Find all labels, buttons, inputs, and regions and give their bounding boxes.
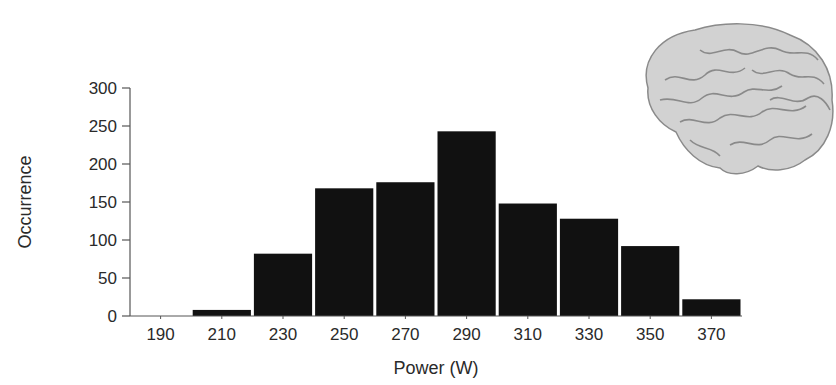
- x-tick: [221, 316, 222, 319]
- brain-fold: [680, 106, 806, 123]
- bar: [499, 204, 557, 316]
- y-tick-label: 50: [98, 269, 117, 288]
- x-tick-label: 210: [208, 325, 236, 344]
- brain-fold: [770, 96, 830, 110]
- bar: [254, 254, 312, 316]
- y-axis-title: Occurrence: [15, 155, 35, 248]
- brain-fold: [752, 70, 824, 84]
- y-tick: [122, 315, 130, 316]
- x-tick-label: 190: [146, 325, 174, 344]
- x-tick-label: 370: [697, 325, 725, 344]
- y-tick-label: 150: [89, 193, 117, 212]
- x-axis-title: Power (W): [394, 358, 479, 378]
- x-tick: [405, 316, 406, 319]
- y-tick-label: 200: [89, 155, 117, 174]
- y-tick: [122, 277, 130, 278]
- brain-fold: [690, 140, 720, 156]
- x-tick: [711, 316, 712, 319]
- x-tick: [283, 316, 284, 319]
- x-tick: [344, 316, 345, 319]
- bar: [315, 188, 373, 316]
- bar: [682, 299, 740, 316]
- x-tick-label: 270: [391, 325, 419, 344]
- y-tick: [122, 239, 130, 240]
- y-tick-label: 0: [108, 307, 117, 326]
- bar: [376, 182, 434, 316]
- x-tick-label: 230: [269, 325, 297, 344]
- y-tick: [122, 87, 130, 88]
- x-tick: [650, 316, 651, 319]
- x-tick-label: 350: [636, 325, 664, 344]
- x-tick-label: 250: [330, 325, 358, 344]
- y-tick: [122, 125, 130, 126]
- x-tick-label: 330: [575, 325, 603, 344]
- brain-fold: [665, 68, 745, 80]
- y-tick-label: 250: [89, 117, 117, 136]
- brain-icon: [646, 24, 833, 174]
- bar: [560, 219, 618, 316]
- brain-outline: [646, 24, 833, 174]
- y-tick-label: 300: [89, 79, 117, 98]
- x-tick: [466, 316, 467, 319]
- bar: [621, 246, 679, 316]
- y-tick: [122, 163, 130, 164]
- x-tick: [589, 316, 590, 319]
- chart: 0 50 100 150 200 250 300 190 210 230 250 270 290 310 3…: [0, 0, 836, 385]
- x-tick: [527, 316, 528, 319]
- bar: [193, 310, 251, 316]
- brain-fold: [730, 134, 812, 145]
- x-tick-label: 310: [514, 325, 542, 344]
- brain-fold: [700, 48, 818, 60]
- brain-fold: [660, 86, 782, 103]
- y-tick-label: 100: [89, 231, 117, 250]
- x-tick: [160, 316, 161, 319]
- bar: [438, 131, 496, 316]
- x-tick-label: 290: [452, 325, 480, 344]
- bars: [193, 131, 741, 316]
- y-tick: [122, 201, 130, 202]
